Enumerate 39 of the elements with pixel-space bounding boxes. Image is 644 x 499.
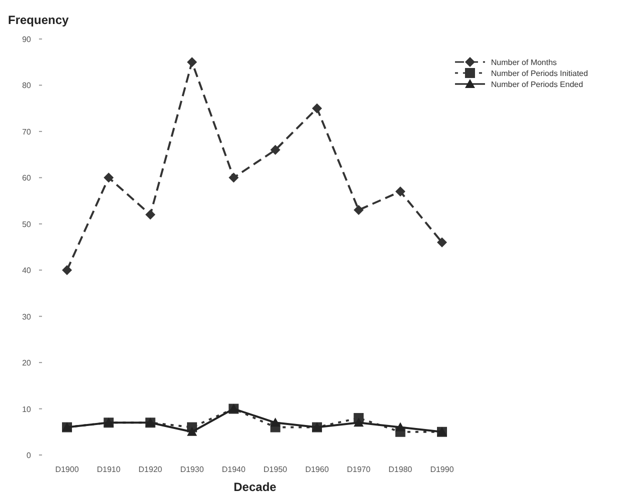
point <box>395 186 406 197</box>
y-tick-label: 60 <box>22 174 32 183</box>
y-tick-label: 40 <box>22 266 32 276</box>
point <box>270 418 280 427</box>
x-tick-label: D1900 <box>55 465 80 474</box>
x-tick-label: D1960 <box>305 465 330 474</box>
x-tick-label: D1980 <box>388 465 413 474</box>
y-tick-label: 30 <box>22 312 32 322</box>
y-tick-label: 0 <box>26 451 32 460</box>
point <box>187 426 197 436</box>
x-tick-label: D1910 <box>96 465 122 474</box>
point <box>312 103 322 114</box>
y-tick-label: 70 <box>22 127 32 136</box>
x-tick-label: D1950 <box>264 465 288 474</box>
legend-label: Number of Months <box>491 58 557 67</box>
y-tick-label: 10 <box>22 404 32 414</box>
x-tick-label: D1990 <box>430 465 454 474</box>
point <box>437 237 447 248</box>
x-axis-title: Decade <box>234 480 277 494</box>
y-axis-title: Frequency <box>8 13 70 27</box>
point <box>270 144 280 155</box>
legend-label: Number of Periods Initiated <box>491 69 588 78</box>
y-tick-label: 50 <box>22 220 32 229</box>
point <box>62 265 72 276</box>
y-tick-label: 20 <box>22 358 32 368</box>
x-tick-label: D1970 <box>346 465 372 474</box>
x-tick-label: D1940 <box>222 465 246 474</box>
point <box>354 205 364 216</box>
point <box>145 210 156 220</box>
point <box>104 172 114 183</box>
legend-label: Number of Periods Ended <box>491 80 584 89</box>
y-tick-label: 80 <box>22 81 32 90</box>
point <box>187 57 197 68</box>
point <box>228 172 239 183</box>
y-tick-label: 90 <box>22 35 32 44</box>
x-tick-label: D1920 <box>138 465 163 474</box>
point <box>395 422 406 432</box>
x-tick-label: D1930 <box>180 465 204 474</box>
point <box>354 418 364 427</box>
